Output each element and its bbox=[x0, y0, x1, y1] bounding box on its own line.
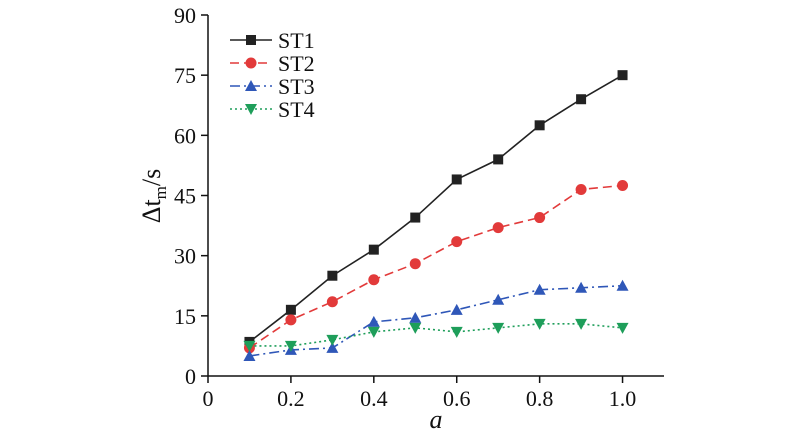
data-point-st1 bbox=[327, 270, 338, 281]
x-tick-label: 1.0 bbox=[609, 386, 637, 411]
data-point-st3 bbox=[326, 341, 339, 353]
data-point-st1 bbox=[617, 70, 628, 81]
y-tick-label: 90 bbox=[174, 3, 196, 28]
data-point-st4 bbox=[284, 340, 297, 352]
data-point-st4 bbox=[533, 318, 546, 330]
data-point-st2 bbox=[368, 274, 380, 286]
legend-label-st1: ST1 bbox=[278, 28, 315, 53]
data-point-st2 bbox=[409, 258, 421, 270]
y-tick-label: 45 bbox=[174, 184, 196, 209]
y-tick-label: 0 bbox=[185, 364, 196, 389]
data-point-st2 bbox=[285, 314, 297, 326]
data-point-st3 bbox=[492, 293, 505, 305]
data-point-st1 bbox=[576, 94, 587, 105]
y-tick-label: 75 bbox=[174, 63, 196, 88]
data-point-st2 bbox=[326, 296, 338, 308]
y-axis-label-prefix: Δt bbox=[137, 199, 166, 224]
data-point-st1 bbox=[368, 244, 379, 255]
data-point-st3 bbox=[575, 281, 588, 293]
data-point-st2 bbox=[534, 212, 546, 224]
data-point-st3 bbox=[409, 311, 422, 323]
data-point-st3 bbox=[533, 283, 546, 295]
data-point-st4 bbox=[326, 334, 339, 346]
series-line-st4 bbox=[249, 323, 623, 347]
y-axis-label-subscript: m bbox=[151, 186, 170, 199]
data-point-st3 bbox=[243, 349, 256, 361]
series-line-st2 bbox=[249, 184, 623, 349]
data-point-st4 bbox=[367, 326, 380, 338]
series-line-st3 bbox=[249, 284, 623, 357]
legend-marker-st3 bbox=[245, 80, 257, 91]
data-point-st1 bbox=[410, 212, 421, 223]
y-axis-label-suffix: /s bbox=[137, 169, 166, 186]
legend-marker-st2 bbox=[245, 57, 257, 69]
y-tick-label: 30 bbox=[174, 244, 196, 269]
y-tick-label: 60 bbox=[174, 123, 196, 148]
data-point-st2 bbox=[617, 179, 629, 191]
x-tick-label: 0.4 bbox=[360, 386, 388, 411]
data-point-st1 bbox=[493, 154, 504, 165]
x-tick-label: 0.6 bbox=[443, 386, 471, 411]
legend-marker-st1 bbox=[246, 35, 256, 45]
data-point-st1 bbox=[451, 174, 462, 185]
data-point-st4 bbox=[575, 318, 588, 330]
legend-label-st2: ST2 bbox=[278, 51, 315, 76]
data-point-st4 bbox=[616, 322, 629, 334]
data-point-st4 bbox=[409, 322, 422, 334]
data-point-st2 bbox=[575, 183, 587, 195]
data-point-st4 bbox=[492, 322, 505, 334]
x-axis-label: a bbox=[430, 405, 443, 434]
series-st2 bbox=[243, 179, 629, 354]
legend-label-st3: ST3 bbox=[278, 74, 315, 99]
data-point-st1 bbox=[285, 304, 296, 315]
data-point-st2 bbox=[451, 236, 463, 248]
data-point-st3 bbox=[450, 303, 463, 315]
data-point-st3 bbox=[616, 279, 629, 291]
x-tick-label: 0 bbox=[203, 386, 214, 411]
data-point-st4 bbox=[243, 340, 256, 352]
series-line-st1 bbox=[248, 74, 623, 343]
data-point-st3 bbox=[367, 315, 380, 327]
series-st4 bbox=[243, 318, 629, 352]
x-tick-label: 0.8 bbox=[526, 386, 554, 411]
y-axis-label: Δtm/s bbox=[137, 169, 170, 224]
legend-label-st4: ST4 bbox=[278, 97, 315, 122]
y-tick-label: 15 bbox=[174, 304, 196, 329]
data-point-st2 bbox=[492, 222, 504, 234]
data-point-st1 bbox=[534, 120, 545, 131]
data-point-st4 bbox=[450, 326, 463, 338]
legend-marker-st4 bbox=[245, 104, 257, 115]
series-st3 bbox=[243, 279, 629, 361]
x-tick-label: 0.2 bbox=[277, 386, 305, 411]
